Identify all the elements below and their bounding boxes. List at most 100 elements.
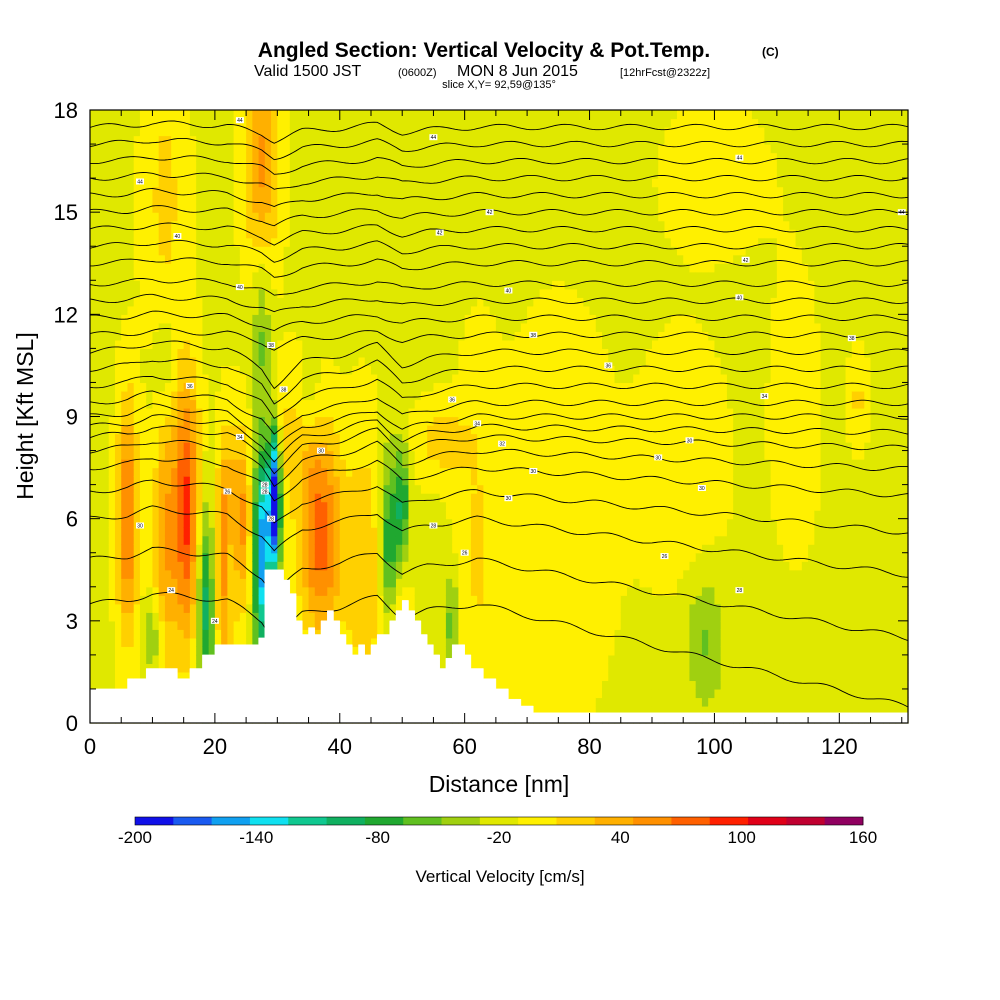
heatmap-cell: [133, 425, 141, 435]
heatmap-cell: [514, 527, 522, 537]
heatmap-cell: [196, 365, 203, 375]
heatmap-cell: [420, 365, 428, 375]
heatmap-cell: [146, 646, 154, 656]
heatmap-cell: [358, 544, 366, 554]
heatmap-cell: [414, 135, 422, 145]
heatmap-cell: [383, 365, 391, 375]
heatmap-cell: [452, 220, 460, 230]
heatmap-cell: [146, 399, 154, 409]
heatmap-cell: [189, 416, 197, 426]
heatmap-cell: [102, 654, 110, 664]
heatmap-cell: [383, 161, 391, 171]
heatmap-cell: [252, 552, 260, 562]
heatmap-cell: [283, 254, 291, 264]
heatmap-cell: [358, 339, 366, 349]
heatmap-cell: [158, 118, 166, 128]
heatmap-cell: [464, 484, 472, 494]
heatmap-cell: [395, 280, 403, 290]
heatmap-cell: [489, 118, 497, 128]
heatmap-cell: [202, 237, 210, 247]
heatmap-cell: [164, 246, 172, 256]
heatmap-cell: [221, 399, 228, 409]
heatmap-cell: [427, 407, 435, 418]
heatmap-cell: [514, 382, 522, 392]
heatmap-cell: [420, 459, 428, 469]
heatmap-cell: [233, 373, 241, 384]
heatmap-cell: [108, 637, 116, 647]
heatmap-cell: [296, 552, 303, 562]
heatmap-cell: [271, 161, 278, 171]
heatmap-cell: [196, 144, 203, 154]
heatmap-cell: [189, 212, 197, 222]
heatmap-cell: [258, 595, 266, 605]
heatmap-cell: [233, 450, 241, 460]
heatmap-cell: [508, 603, 516, 613]
heatmap-cell: [483, 620, 491, 630]
heatmap-cell: [408, 467, 416, 477]
heatmap-cell: [414, 331, 422, 341]
heatmap-cell: [177, 654, 185, 664]
heatmap-cell: [171, 135, 179, 145]
heatmap-cell: [246, 203, 253, 213]
heatmap-cell: [477, 212, 484, 222]
heatmap-cell: [308, 578, 316, 588]
heatmap-cell: [177, 288, 185, 298]
heatmap-cell: [383, 373, 391, 384]
heatmap-cell: [152, 476, 160, 486]
heatmap-cell: [433, 271, 441, 281]
heatmap-cell: [214, 356, 222, 367]
heatmap-cell: [408, 178, 416, 188]
heatmap-cell: [202, 135, 210, 145]
heatmap-cell: [508, 254, 516, 264]
heatmap-cell: [339, 493, 347, 503]
heatmap-cell: [258, 322, 266, 332]
heatmap-cell: [408, 518, 416, 528]
heatmap-cell: [514, 373, 522, 384]
heatmap-cell: [402, 135, 410, 145]
heatmap-cell: [414, 356, 422, 367]
heatmap-cell: [239, 416, 247, 426]
heatmap-cell: [102, 620, 110, 630]
heatmap-cell: [102, 373, 110, 384]
heatmap-cell: [158, 144, 166, 154]
heatmap-cell: [196, 195, 203, 205]
heatmap-cell: [358, 595, 366, 605]
heatmap-cell: [152, 646, 160, 656]
heatmap-cell: [470, 297, 478, 307]
heatmap-cell: [121, 484, 129, 494]
heatmap-cell: [445, 178, 453, 188]
heatmap-cell: [127, 527, 135, 537]
heatmap-cell: [196, 612, 203, 622]
heatmap-cell: [258, 629, 266, 639]
heatmap-cell: [458, 578, 466, 588]
heatmap-cell: [339, 348, 347, 358]
heatmap-cell: [214, 399, 222, 409]
heatmap-cell: [483, 390, 491, 401]
heatmap-cell: [445, 578, 453, 588]
heatmap-cell: [483, 271, 491, 281]
heatmap-cell: [420, 118, 428, 128]
heatmap-cell: [445, 263, 453, 273]
heatmap-cell: [364, 416, 372, 426]
heatmap-cell: [189, 144, 197, 154]
heatmap-cell: [177, 348, 185, 358]
heatmap-cell: [433, 399, 441, 409]
heatmap-cell: [427, 186, 435, 196]
heatmap-cell: [483, 178, 491, 188]
heatmap-cell: [352, 518, 360, 528]
heatmap-cell: [321, 271, 328, 281]
heatmap-cell: [239, 288, 247, 298]
heatmap-cell: [246, 612, 253, 622]
heatmap-cell: [458, 407, 466, 418]
heatmap-cell: [233, 535, 241, 545]
heatmap-cell: [158, 161, 166, 171]
heatmap-cell: [420, 356, 428, 367]
heatmap-cell: [108, 476, 116, 486]
heatmap-cell: [277, 433, 285, 443]
heatmap-cell: [183, 263, 191, 273]
heatmap-cell: [470, 314, 478, 324]
heatmap-cell: [439, 305, 447, 315]
heatmap-cell: [408, 314, 416, 324]
heatmap-cell: [346, 586, 353, 596]
heatmap-cell: [352, 331, 360, 341]
